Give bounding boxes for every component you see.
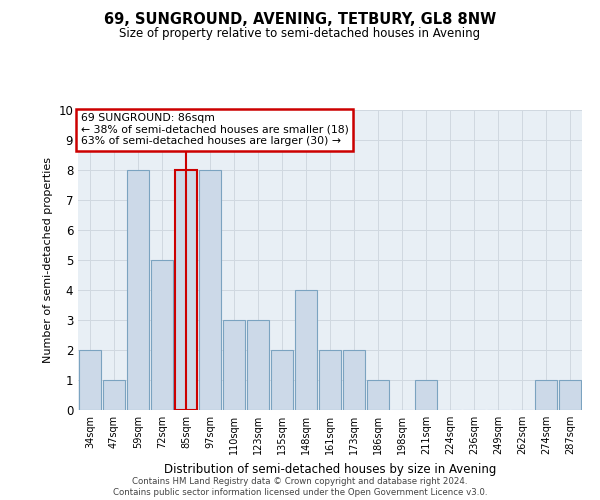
Text: 69, SUNGROUND, AVENING, TETBURY, GL8 8NW: 69, SUNGROUND, AVENING, TETBURY, GL8 8NW [104, 12, 496, 28]
Text: Contains HM Land Registry data © Crown copyright and database right 2024.: Contains HM Land Registry data © Crown c… [132, 476, 468, 486]
Bar [343, 350, 365, 410]
Bar [199, 170, 221, 410]
Bar [151, 260, 173, 410]
Bar [79, 350, 101, 410]
Bar [415, 380, 437, 410]
Bar [319, 350, 341, 410]
Bar [271, 350, 293, 410]
Bar [103, 380, 125, 410]
Text: Contains public sector information licensed under the Open Government Licence v3: Contains public sector information licen… [113, 488, 487, 497]
X-axis label: Distribution of semi-detached houses by size in Avening: Distribution of semi-detached houses by … [164, 462, 496, 475]
Bar [127, 170, 149, 410]
Bar [175, 170, 197, 410]
Bar [247, 320, 269, 410]
Y-axis label: Number of semi-detached properties: Number of semi-detached properties [43, 157, 53, 363]
Text: Size of property relative to semi-detached houses in Avening: Size of property relative to semi-detach… [119, 28, 481, 40]
Bar [559, 380, 581, 410]
Text: 69 SUNGROUND: 86sqm
← 38% of semi-detached houses are smaller (18)
63% of semi-d: 69 SUNGROUND: 86sqm ← 38% of semi-detach… [80, 113, 349, 146]
Bar [223, 320, 245, 410]
Bar [367, 380, 389, 410]
Bar [535, 380, 557, 410]
Bar [295, 290, 317, 410]
